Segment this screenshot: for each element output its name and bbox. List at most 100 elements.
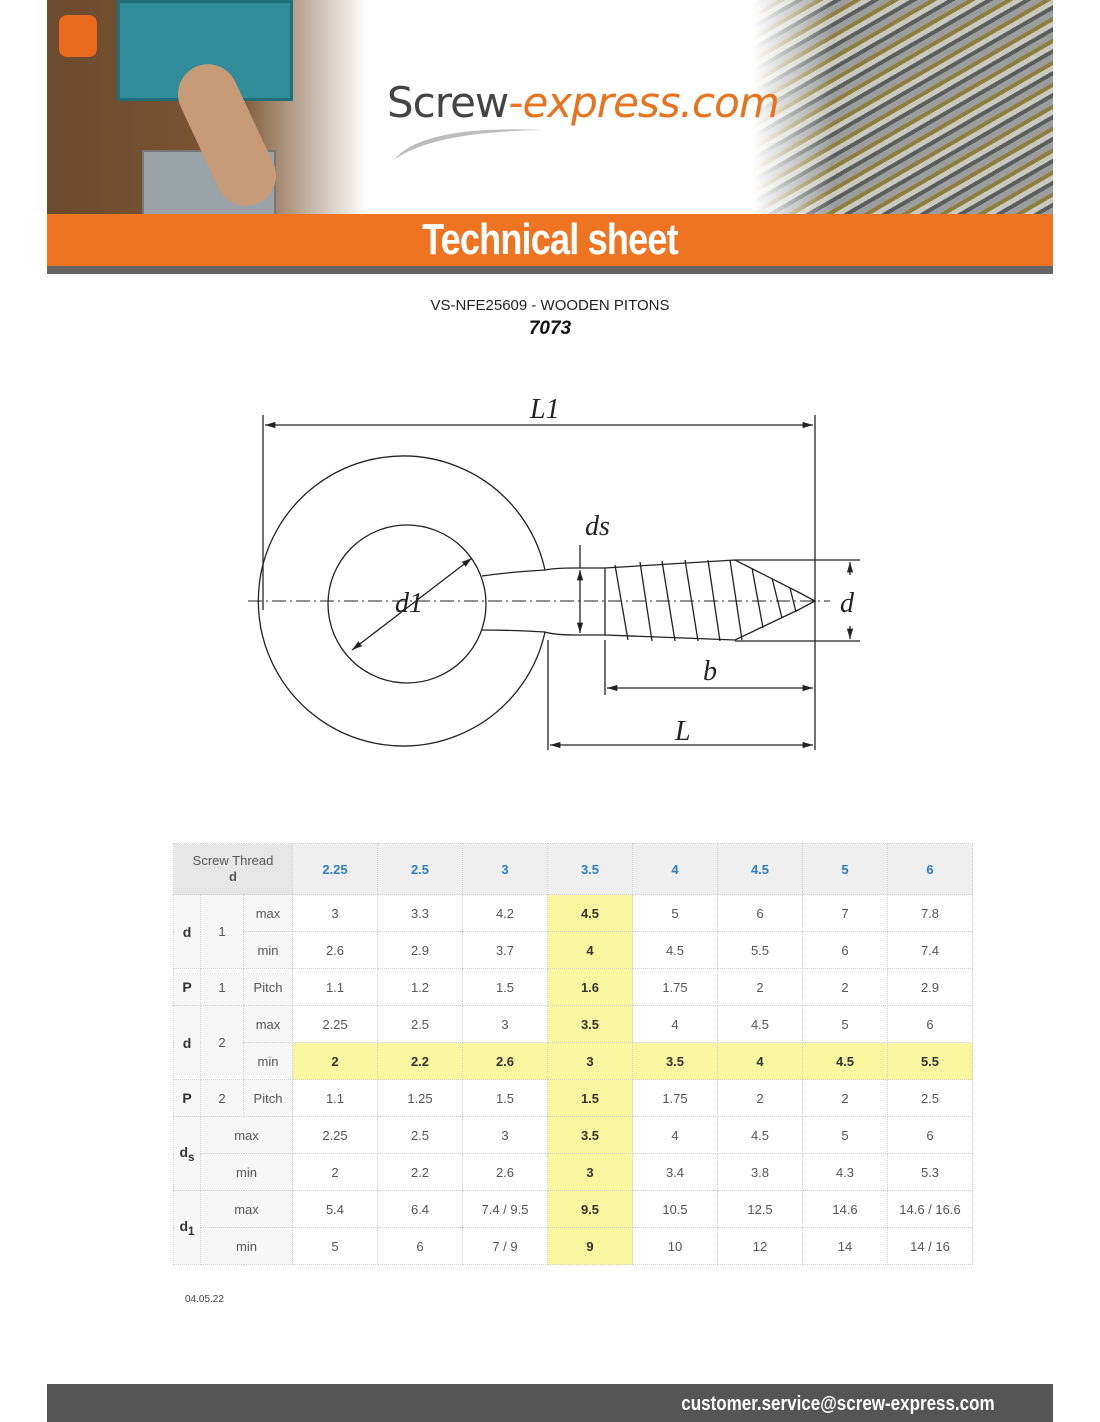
document-date: 04.05.22 <box>185 1294 224 1305</box>
table-cell: 2 <box>717 1079 803 1117</box>
table-cell: 4.5 <box>547 894 633 932</box>
table-cell: 6 <box>802 931 888 969</box>
divider <box>47 266 1053 274</box>
row-index: 2 <box>200 1079 244 1117</box>
row-kind: max <box>200 1190 293 1228</box>
table-cell: 14 <box>802 1227 888 1265</box>
table-row: min 2 2.2 2.6 3 3.4 3.8 4.3 5.3 <box>174 1153 973 1191</box>
table-cell: 14.6 <box>802 1190 888 1228</box>
table-cell: 5.3 <box>887 1153 973 1191</box>
table-cell: 4.5 <box>632 931 718 969</box>
table-cell: 3.5 <box>547 1005 633 1043</box>
table-cell: 4.2 <box>462 894 548 932</box>
table-cell: 2.2 <box>377 1153 463 1191</box>
row-kind: Pitch <box>243 968 293 1006</box>
column-header: 3.5 <box>547 843 633 895</box>
footer-bar: customer.service@screw-express.com <box>47 1384 1053 1422</box>
table-cell: 6 <box>377 1227 463 1265</box>
column-header: 6 <box>887 843 973 895</box>
table-cell: 4.3 <box>802 1153 888 1191</box>
table-cell: 2 <box>292 1042 378 1080</box>
row-index: 1 <box>200 894 244 969</box>
label-d: d <box>840 588 855 619</box>
table-cell: 2 <box>292 1153 378 1191</box>
logo-part1: Screw <box>387 78 509 127</box>
row-index: 1 <box>200 968 244 1006</box>
table-cell: 1.5 <box>462 1079 548 1117</box>
table-cell: 2 <box>802 1079 888 1117</box>
table-cell: 3 <box>462 1005 548 1043</box>
table-cell: 7.4 / 9.5 <box>462 1190 548 1228</box>
table-row: min 5 6 7 / 9 9 10 12 14 14 / 16 <box>174 1227 973 1265</box>
table-cell: 3.7 <box>462 931 548 969</box>
screws-photo <box>753 0 1053 214</box>
table-cell: 3 <box>462 1116 548 1154</box>
row-kind: min <box>200 1153 293 1191</box>
table-cell: 10.5 <box>632 1190 718 1228</box>
row-symbol: d <box>173 1005 201 1080</box>
table-cell: 6 <box>717 894 803 932</box>
table-cell: 5 <box>802 1005 888 1043</box>
table-row: P 2 Pitch 1.1 1.25 1.5 1.5 1.75 2 2 2.5 <box>173 1079 973 1117</box>
table-cell: 2.6 <box>292 931 378 969</box>
table-cell: 14 / 16 <box>887 1227 973 1265</box>
label-L: L <box>674 716 691 747</box>
column-header: 5 <box>802 843 888 895</box>
table-cell: 4.5 <box>717 1116 803 1154</box>
table-cell: 3.3 <box>377 894 463 932</box>
table-cell: 5.5 <box>887 1042 973 1080</box>
label-ds: ds <box>585 511 610 542</box>
table-header-row: Screw Thread d 2.25 2.5 3 3.5 4 4.5 5 6 <box>173 843 973 895</box>
row-kind: min <box>200 1227 293 1265</box>
table-row: P 1 Pitch 1.1 1.2 1.5 1.6 1.75 2 2 2.9 <box>173 968 973 1006</box>
table-cell: 5 <box>292 1227 378 1265</box>
column-header: 4.5 <box>717 843 803 895</box>
table-cell: 3.5 <box>547 1116 633 1154</box>
table-cell: 9.5 <box>547 1190 633 1228</box>
table-cell: 4 <box>632 1116 718 1154</box>
brand-logo: Screw-express.com <box>387 78 780 127</box>
table-cell: 5 <box>802 1116 888 1154</box>
table-cell: 1.6 <box>547 968 633 1006</box>
corner-header: Screw Thread d <box>173 843 293 895</box>
row-symbol: d <box>173 894 201 969</box>
eye-screw-diagram: L1 ds d1 d b L <box>248 394 860 750</box>
eye-outline <box>257 455 606 747</box>
row-symbol: P <box>173 1079 201 1117</box>
row-kind: min <box>243 1042 293 1080</box>
table-cell: 2.25 <box>292 1116 378 1154</box>
table-cell: 3 <box>292 894 378 932</box>
table-cell: 2.5 <box>887 1079 973 1117</box>
label-L1: L1 <box>529 394 560 425</box>
contact-email[interactable]: customer.service@screw-express.com <box>681 1393 995 1415</box>
table-cell: 5.5 <box>717 931 803 969</box>
row-symbol: P <box>173 968 201 1006</box>
row-symbol: d1 <box>173 1190 201 1265</box>
table-cell: 2.9 <box>377 931 463 969</box>
table-cell: 5.4 <box>292 1190 378 1228</box>
table-cell: 2.25 <box>292 1005 378 1043</box>
table-cell: 6.4 <box>377 1190 463 1228</box>
label-d1: d1 <box>395 588 423 619</box>
table-cell: 2.5 <box>377 1116 463 1154</box>
table-cell: 7.8 <box>887 894 973 932</box>
table-cell: 2.9 <box>887 968 973 1006</box>
row-kind: max <box>200 1116 293 1154</box>
table-cell: 4.5 <box>717 1005 803 1043</box>
table-cell: 2 <box>717 968 803 1006</box>
table-cell: 1.1 <box>292 968 378 1006</box>
table-cell: 1.25 <box>377 1079 463 1117</box>
table-cell: 3.4 <box>632 1153 718 1191</box>
table-cell: 7 <box>802 894 888 932</box>
table-cell: 2.6 <box>462 1153 548 1191</box>
banner-heading: Technical sheet <box>422 215 679 264</box>
table-cell: 5 <box>632 894 718 932</box>
corner-label: Screw Thread <box>192 853 274 868</box>
logo-part2: -express.com <box>508 78 779 127</box>
table-cell: 9 <box>547 1227 633 1265</box>
table-row: d 2 max 2.25 2.5 3 3.5 4 4.5 5 6 <box>173 1005 973 1080</box>
table-row: min 2 2.2 2.6 3 3.5 4 4.5 5.5 <box>174 1042 973 1080</box>
table-cell: 10 <box>632 1227 718 1265</box>
table-cell: 3 <box>547 1042 633 1080</box>
table-row: ds max 2.25 2.5 3 3.5 4 4.5 5 6 <box>173 1116 973 1191</box>
